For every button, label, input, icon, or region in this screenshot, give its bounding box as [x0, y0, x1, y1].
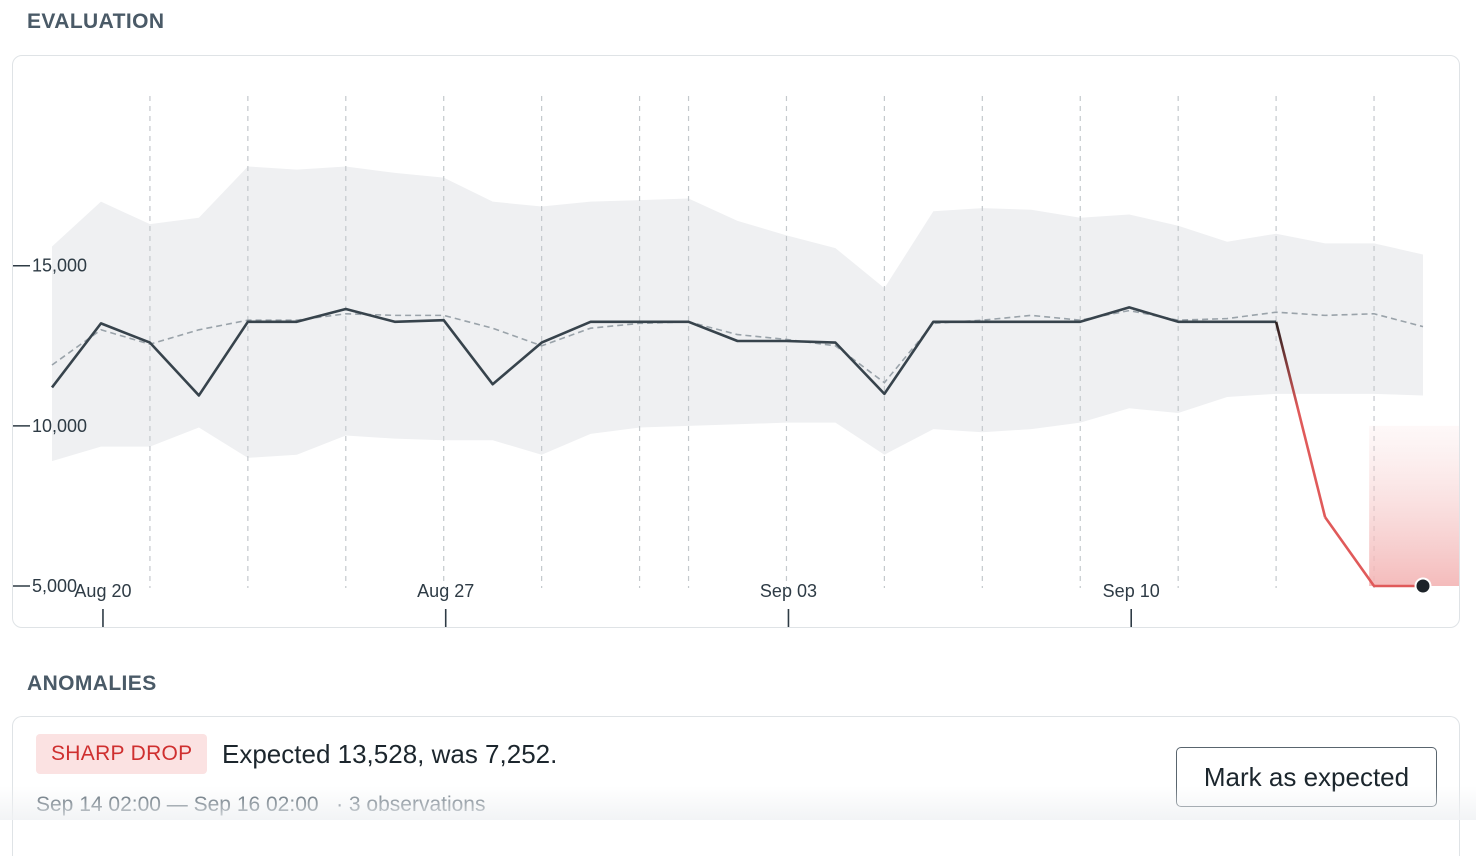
anomaly-line — [1324, 516, 1423, 588]
anomaly-time-range: Sep 14 02:00 — Sep 16 02:00 · 3 observat… — [36, 793, 486, 817]
anomaly-type-badge: SHARP DROP — [36, 734, 208, 774]
anomaly-time-range-text: Sep 14 02:00 — Sep 16 02:00 — [36, 793, 319, 816]
anomaly-summary: Expected 13,528, was 7,252. — [222, 739, 558, 769]
x-tick-label: Sep 10 — [1103, 581, 1160, 601]
anomaly-drop-line — [1274, 321, 1327, 518]
y-tick-label: 15,000 — [32, 256, 87, 276]
x-tick-label: Sep 03 — [760, 581, 817, 601]
latest-point-marker — [1414, 577, 1432, 595]
observed-line — [50, 306, 1277, 397]
evaluation-section-title: EVALUATION — [27, 10, 165, 33]
y-tick-label: 10,000 — [32, 416, 87, 436]
confidence-band — [52, 166, 1423, 462]
anomaly-region — [1369, 425, 1459, 586]
y-tick-label: 5,000 — [32, 576, 77, 596]
mark-as-expected-button[interactable]: Mark as expected — [1176, 747, 1437, 807]
expected-line — [51, 309, 1424, 384]
anomaly-observation-count: · 3 observations — [336, 793, 486, 816]
anomaly-card: SHARP DROP Expected 13,528, was 7,252. S… — [12, 716, 1460, 856]
anomalies-section-title: ANOMALIES — [27, 672, 157, 695]
x-tick-label: Aug 27 — [417, 581, 474, 601]
evaluation-chart-card: 15,000 10,000 5,000 Aug 20 Aug 27 Sep 03 Sep 1… — [12, 55, 1460, 628]
x-tick-label: Aug 20 — [74, 581, 131, 601]
